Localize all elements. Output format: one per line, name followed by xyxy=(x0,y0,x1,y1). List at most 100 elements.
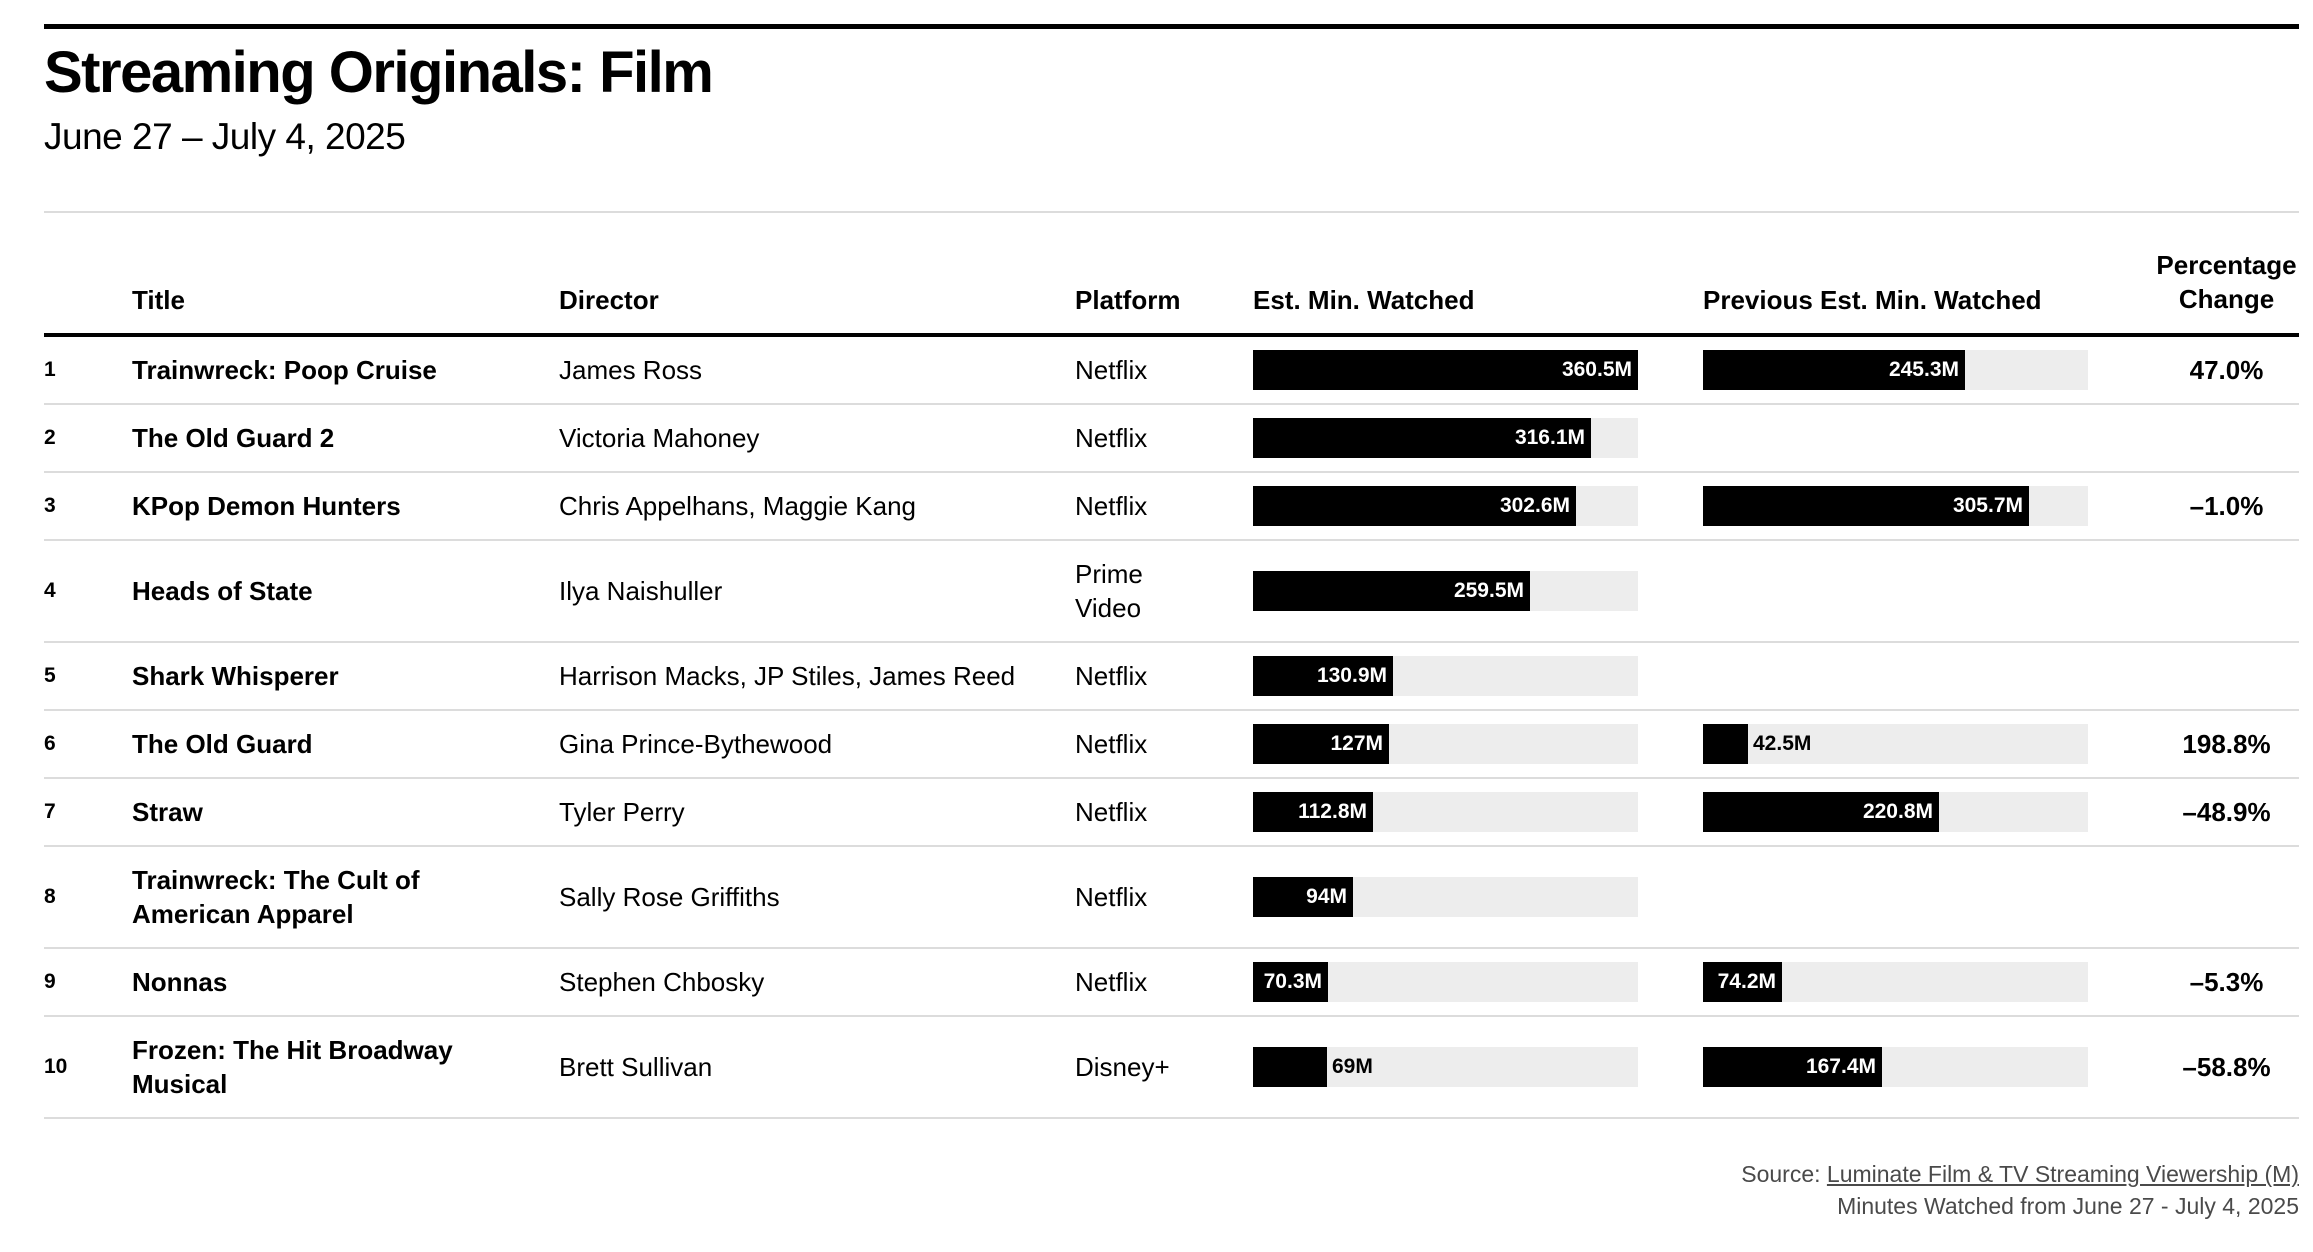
row-platform: Netflix xyxy=(1075,491,1148,521)
est-bar-track: 94M xyxy=(1253,877,1638,917)
row-director: Chris Appelhans, Maggie Kang xyxy=(559,491,917,521)
row-rank: 9 xyxy=(44,970,56,993)
prev-bar xyxy=(1703,350,1965,390)
prev-bar-track: 167.4M xyxy=(1703,1047,2088,1087)
prev-bar-cell: 245.3M xyxy=(1703,337,2088,403)
footer: Source: Luminate Film & TV Streaming Vie… xyxy=(1741,1158,2299,1222)
est-bar-label: 94M xyxy=(1306,885,1347,908)
est-bar-label: 360.5M xyxy=(1561,358,1632,381)
prev-bar-label: 74.2M xyxy=(1717,970,1776,993)
prev-bar xyxy=(1703,962,1782,1002)
row-director: Ilya Naishuller xyxy=(559,576,723,606)
row-divider xyxy=(44,403,2299,405)
header-percentage-change: Percentage Change xyxy=(2154,248,2299,316)
prev-bar-track: 220.8M xyxy=(1703,792,2088,832)
est-bar-label: 70.3M xyxy=(1263,970,1322,993)
row-title: Trainwreck: Poop Cruise xyxy=(132,355,437,385)
header-previous-est-min-watched: Previous Est. Min. Watched xyxy=(1703,285,2042,315)
header-change-line: Change xyxy=(2178,284,2275,314)
row-percentage-change: –58.8% xyxy=(2182,1052,2271,1082)
est-bar xyxy=(1253,877,1353,917)
prev-bar-track: 42.5M xyxy=(1703,724,2088,764)
est-bar xyxy=(1253,792,1373,832)
prev-bar xyxy=(1703,724,1748,764)
row-platform: Disney+ xyxy=(1075,1052,1170,1082)
row-title: The Old Guard 2 xyxy=(132,423,335,453)
prev-bar-track: 74.2M xyxy=(1703,962,2088,1002)
table-row: 4 Heads of State Ilya Naishuller Prime Vide… xyxy=(44,541,2299,643)
row-title: Straw xyxy=(132,797,203,827)
row-rank: 1 xyxy=(44,358,56,381)
header-director: Director xyxy=(559,285,659,315)
est-bar xyxy=(1253,571,1530,611)
prev-bar xyxy=(1703,486,2029,526)
row-percentage-change xyxy=(2154,643,2299,709)
row-title: Frozen: The Hit Broadway Musical xyxy=(132,1035,453,1099)
est-bar-track: 302.6M xyxy=(1253,486,1638,526)
prev-bar-label: 167.4M xyxy=(1805,1055,1876,1078)
row-title: Trainwreck: The Cult of American Apparel xyxy=(132,865,420,929)
est-bar-cell: 94M xyxy=(1253,847,1638,947)
row-director: Brett Sullivan xyxy=(559,1052,713,1082)
row-percentage-change xyxy=(2154,541,2299,641)
est-bar xyxy=(1253,1047,1327,1087)
row-divider xyxy=(44,1015,2299,1017)
prev-bar xyxy=(1703,1047,1882,1087)
row-platform: Netflix xyxy=(1075,423,1148,453)
row-percentage-change: 198.8% xyxy=(2182,729,2271,759)
row-title: Nonnas xyxy=(132,967,228,997)
est-bar xyxy=(1253,486,1576,526)
row-divider xyxy=(44,1117,2299,1119)
footer-note: Minutes Watched from June 27 - July 4, 2… xyxy=(1837,1193,2299,1219)
est-bar-label: 259.5M xyxy=(1453,579,1524,602)
row-percentage-change: 47.0% xyxy=(2189,355,2264,385)
header-percentage-line: Percentage xyxy=(2156,250,2297,280)
est-bar-cell: 302.6M xyxy=(1253,473,1638,539)
row-director: Sally Rose Griffiths xyxy=(559,882,780,912)
prev-bar-cell xyxy=(1703,541,2088,641)
table-row: 9 Nonnas Stephen Chbosky Netflix 70.3M 74.2M –… xyxy=(44,949,2299,1017)
table-row: 6 The Old Guard Gina Prince-Bythewood Netfl… xyxy=(44,711,2299,779)
row-title: Shark Whisperer xyxy=(132,661,339,691)
prev-bar-cell: 305.7M xyxy=(1703,473,2088,539)
source-link[interactable]: Luminate Film & TV Streaming Viewership … xyxy=(1826,1161,2299,1187)
row-rank: 4 xyxy=(44,579,56,602)
row-platform: Netflix xyxy=(1075,729,1148,759)
prev-bar-cell xyxy=(1703,643,2088,709)
row-divider xyxy=(44,709,2299,711)
est-bar xyxy=(1253,350,1638,390)
row-director: Victoria Mahoney xyxy=(559,423,760,453)
prev-bar-cell xyxy=(1703,847,2088,947)
est-bar-label: 316.1M xyxy=(1514,426,1585,449)
est-bar-track: 316.1M xyxy=(1253,418,1638,458)
est-bar-track: 360.5M xyxy=(1253,350,1638,390)
prev-bar-track: 305.7M xyxy=(1703,486,2088,526)
est-bar-track: 69M xyxy=(1253,1047,1638,1087)
row-divider xyxy=(44,777,2299,779)
row-director: James Ross xyxy=(559,355,703,385)
row-rank: 7 xyxy=(44,800,56,823)
row-divider xyxy=(44,947,2299,949)
prev-bar-cell: 220.8M xyxy=(1703,779,2088,845)
table-row: 8 Trainwreck: The Cult of American Appare… xyxy=(44,847,2299,949)
est-bar-track: 70.3M xyxy=(1253,962,1638,1002)
row-director: Stephen Chbosky xyxy=(559,967,765,997)
est-bar-label: 302.6M xyxy=(1499,494,1570,517)
row-platform: Netflix xyxy=(1075,355,1148,385)
header-platform: Platform xyxy=(1075,285,1181,315)
row-platform: Netflix xyxy=(1075,661,1148,691)
table-row: 1 Trainwreck: Poop Cruise James Ross Netfli… xyxy=(44,337,2299,405)
row-title: Heads of State xyxy=(132,576,313,606)
row-percentage-change: –1.0% xyxy=(2189,491,2264,521)
source-prefix: Source: xyxy=(1741,1161,1827,1187)
est-bar-cell: 360.5M xyxy=(1253,337,1638,403)
chart-title: Streaming Originals: Film xyxy=(44,40,714,105)
table-row: 3 KPop Demon Hunters Chris Appelhans, Magg… xyxy=(44,473,2299,541)
table-row: 10 Frozen: The Hit Broadway Musical Brett … xyxy=(44,1017,2299,1119)
prev-bar-label: 220.8M xyxy=(1862,800,1933,823)
row-title: KPop Demon Hunters xyxy=(132,491,401,521)
est-bar-track: 130.9M xyxy=(1253,656,1638,696)
est-bar-label: 130.9M xyxy=(1316,664,1387,687)
prev-bar-label: 42.5M xyxy=(1753,732,1812,755)
est-bar-cell: 316.1M xyxy=(1253,405,1638,471)
